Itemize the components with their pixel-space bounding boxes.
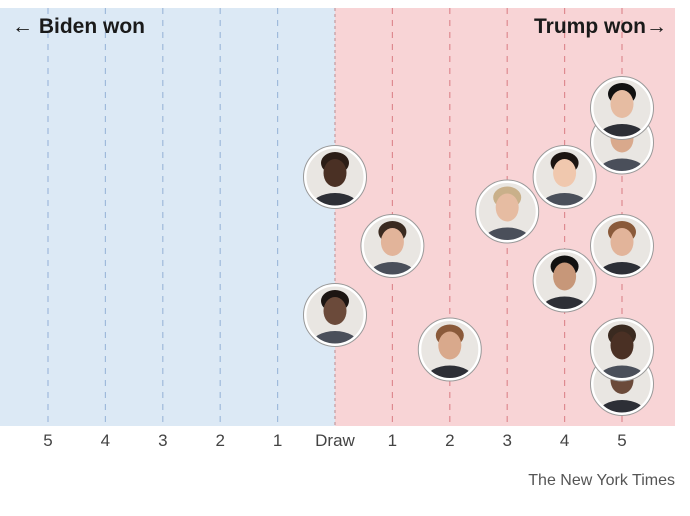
pundit-marker [590,214,654,278]
pundit-marker [532,248,597,313]
x-tick-label: 2 [215,431,224,450]
pundit-marker [417,317,482,382]
x-tick-label: 4 [560,431,569,450]
pundit-marker [532,145,597,209]
x-tick-label: 5 [617,431,626,450]
pundit-marker [360,214,425,278]
pundit-marker [590,317,654,382]
pundit-marker [590,76,654,140]
x-tick-label: Draw [315,431,355,450]
source-credit: The New York Times [528,472,675,489]
pundit-marker [303,145,367,209]
biden-region [0,8,335,426]
trump-won-label: Trump won→ [534,15,667,38]
pundit-markers [303,76,654,416]
x-tick-label: 3 [502,431,511,450]
pundit-marker [303,283,367,347]
x-tick-label: 1 [273,431,282,450]
x-tick-label: 5 [43,431,52,450]
x-axis-ticks: 5 4 3 2 1 Draw 1 2 3 4 5 [43,431,626,450]
biden-won-label: ← Biden won [12,15,145,38]
x-tick-label: 4 [101,431,110,450]
x-tick-label: 1 [388,431,397,450]
x-tick-label: 3 [158,431,167,450]
pundit-marker [475,179,540,244]
x-tick-label: 2 [445,431,454,450]
